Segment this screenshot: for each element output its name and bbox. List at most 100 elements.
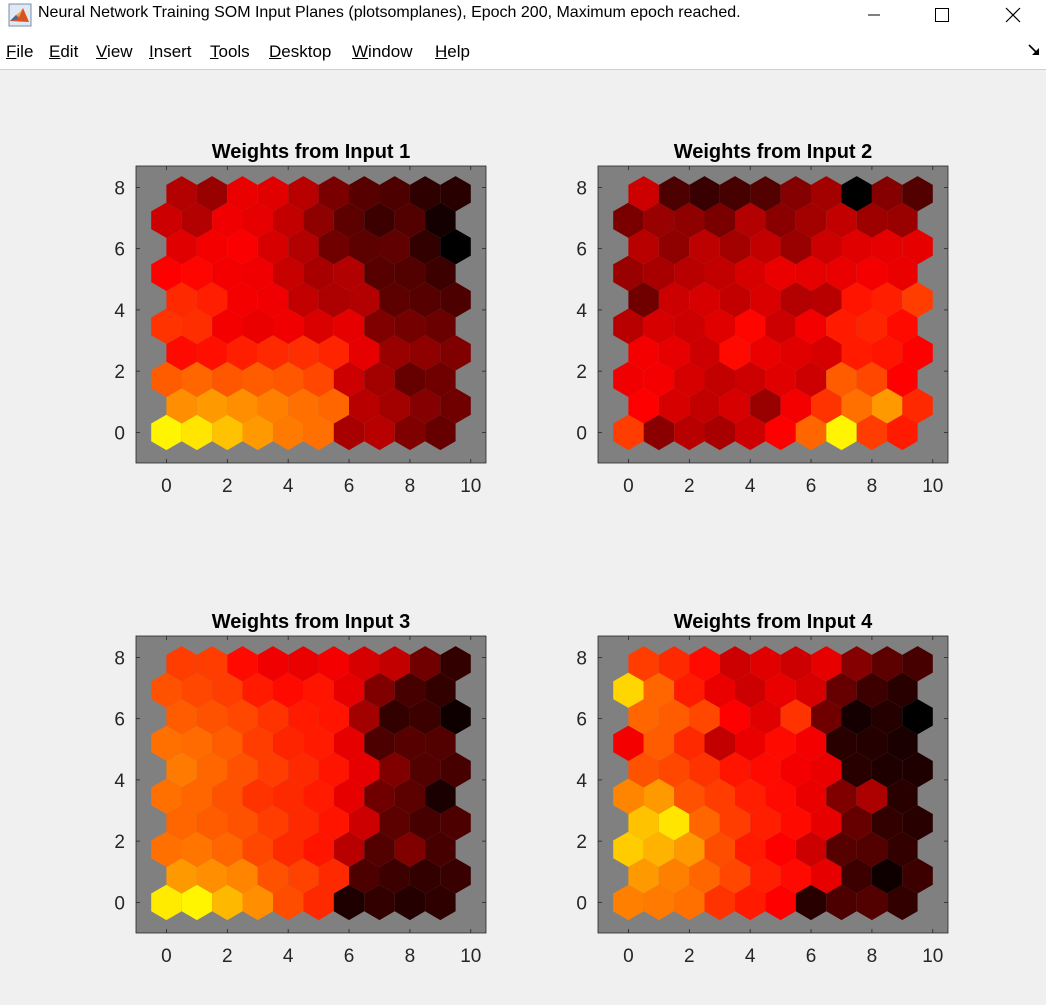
hex-cell (227, 805, 258, 841)
hex-cell (811, 229, 842, 265)
hex-cell (349, 699, 380, 735)
hex-cell (613, 255, 644, 291)
hex-cell (871, 858, 903, 894)
hex-cell (674, 831, 705, 867)
som-plane-1: 0 2 4 6 8 10 0 2 4 6 8 Weights from Input 1 (114, 141, 487, 497)
hex-cell (841, 805, 872, 841)
hex-cell (364, 202, 395, 238)
hex-cell (379, 388, 410, 424)
hex-cell (811, 282, 842, 318)
hex-cell (658, 388, 690, 424)
menu-desktop[interactable]: Desktop (269, 42, 332, 61)
hex-cell (643, 725, 675, 761)
y-tick-label: 0 (576, 893, 587, 914)
hex-cell (704, 778, 735, 814)
dock-arrow-icon[interactable] (1028, 44, 1040, 56)
hex-cell (288, 646, 319, 682)
y-tick-label: 2 (576, 362, 587, 383)
hex-cell (196, 858, 228, 894)
hex-cell (628, 229, 659, 265)
hex-cell (643, 884, 675, 921)
hex-cell (364, 831, 395, 867)
hex-cell (826, 672, 857, 708)
hex-cell (379, 229, 410, 265)
hex-cell (333, 831, 365, 867)
maximize-button[interactable] (919, 0, 965, 30)
hex-cell (780, 176, 811, 212)
hex-cell (349, 858, 380, 894)
hex-cell (871, 646, 903, 682)
hex-cell (181, 255, 213, 291)
hex-cell (704, 361, 735, 397)
menu-window[interactable]: Window (352, 42, 413, 61)
hex-cell (856, 255, 888, 291)
hex-cell (440, 282, 471, 318)
y-tick-label: 0 (114, 423, 125, 444)
hex-cell (196, 282, 228, 318)
hex-cell (151, 672, 182, 708)
hex-cell (379, 699, 410, 735)
hex-cell (333, 672, 365, 708)
minimize-button[interactable] (851, 0, 897, 30)
hex-cell (181, 831, 213, 867)
hex-cell (704, 202, 735, 238)
hex-cell (643, 778, 675, 814)
hex-cell (425, 308, 456, 344)
menu-bar: File Edit View Insert Tools Desktop Wind… (0, 30, 1046, 70)
hex-cell (628, 858, 659, 894)
hex-cell (902, 699, 933, 735)
y-tick-label: 2 (576, 832, 587, 853)
hex-cell (227, 699, 258, 735)
hex-cell (674, 308, 705, 344)
hex-cell (440, 229, 471, 265)
hex-cell (658, 858, 690, 894)
hex-cell (765, 884, 796, 921)
hex-cell (440, 858, 471, 894)
hex-cell (379, 752, 410, 788)
hex-cell (689, 176, 720, 212)
hex-cell (841, 282, 872, 318)
hex-cell (303, 884, 334, 921)
hex-cell (273, 255, 304, 291)
hex-cell (887, 308, 918, 344)
menu-file[interactable]: File (6, 42, 34, 61)
x-tick-label: 4 (745, 476, 756, 497)
hex-cell (689, 752, 720, 788)
menu-insert[interactable]: Insert (149, 42, 192, 61)
hex-cell (273, 414, 304, 451)
hex-cell (628, 805, 659, 841)
hex-cell (303, 672, 334, 708)
hex-cell (288, 176, 319, 212)
hex-cell (826, 202, 857, 238)
hex-cell (425, 255, 456, 291)
hex-cell (887, 672, 918, 708)
hex-cell (750, 805, 781, 841)
hex-cell (333, 414, 365, 451)
hex-cell (887, 202, 918, 238)
chart-title: Weights from Input 1 (212, 141, 411, 163)
axes-box (135, 165, 487, 464)
hex-cell (750, 176, 781, 212)
hex-cell (674, 361, 705, 397)
hex-cell (689, 335, 720, 371)
hex-cell (856, 308, 888, 344)
hex-cell (765, 672, 796, 708)
hex-cell (181, 414, 213, 451)
close-button[interactable] (990, 0, 1036, 30)
menu-help[interactable]: Help (435, 42, 470, 61)
hex-cell (242, 884, 273, 921)
hex-cell (826, 308, 857, 344)
hex-cell (750, 282, 781, 318)
hex-cell (735, 831, 766, 867)
hex-cell (826, 778, 857, 814)
hex-cell (765, 255, 796, 291)
x-tick-label: 10 (922, 946, 943, 967)
hex-cell (887, 255, 918, 291)
x-tick-label: 6 (806, 476, 817, 497)
hex-cell (242, 778, 273, 814)
menu-view[interactable]: View (96, 42, 133, 61)
menu-edit[interactable]: Edit (49, 42, 79, 61)
hex-cell (166, 752, 197, 788)
menu-tools[interactable]: Tools (210, 42, 250, 61)
hex-cell (735, 361, 766, 397)
